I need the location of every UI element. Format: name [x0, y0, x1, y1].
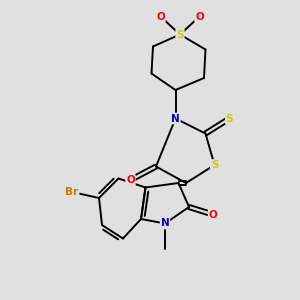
- Text: S: S: [211, 160, 218, 170]
- Text: S: S: [176, 29, 184, 40]
- Text: S: S: [226, 113, 233, 124]
- Text: Br: Br: [65, 187, 79, 197]
- Text: O: O: [156, 11, 165, 22]
- Text: N: N: [160, 218, 169, 229]
- Text: O: O: [195, 11, 204, 22]
- Text: O: O: [126, 175, 135, 185]
- Text: O: O: [208, 209, 217, 220]
- Text: N: N: [171, 113, 180, 124]
